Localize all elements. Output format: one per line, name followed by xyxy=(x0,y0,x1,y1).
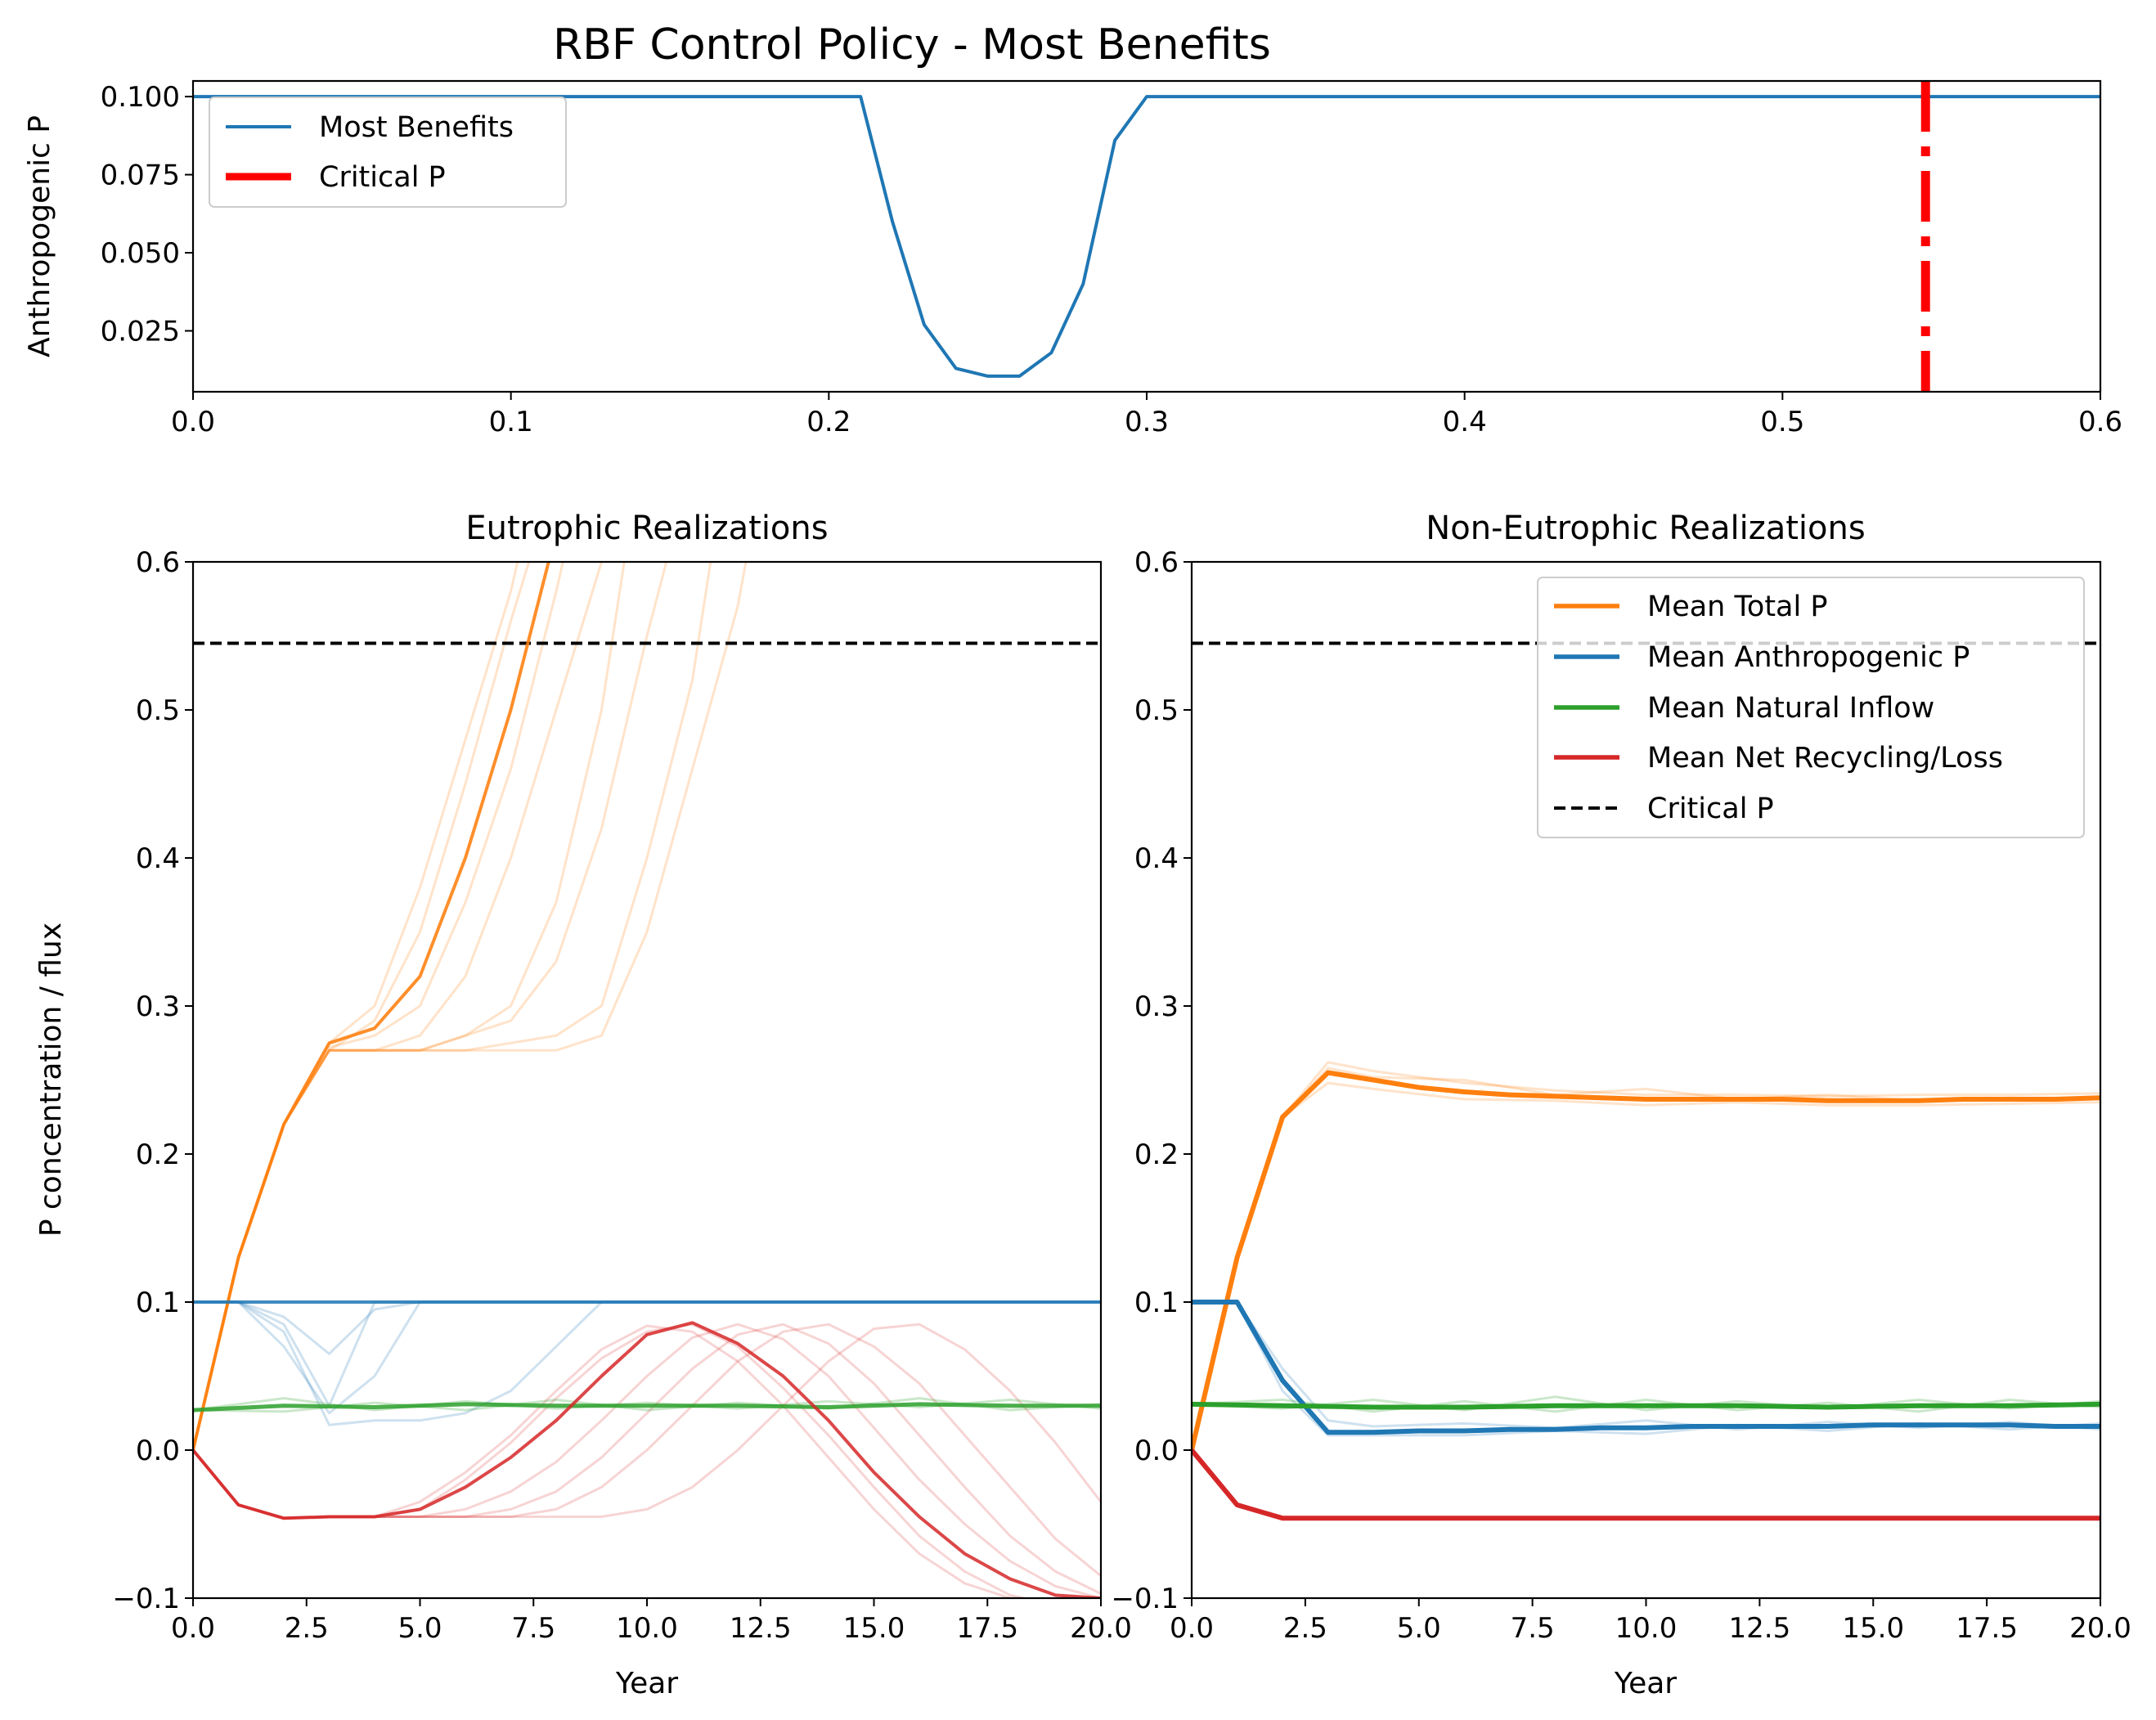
eutrophic-xtick-label: 0.0 xyxy=(171,1612,215,1645)
non-eutrophic-xlabel: Year xyxy=(1614,1667,1677,1700)
policy-ytick-label: 0.050 xyxy=(101,237,180,270)
non-eutrophic-xtick-label: 20.0 xyxy=(2069,1612,2131,1645)
eutrophic-mean-natural-inflow xyxy=(193,1402,1101,1412)
policy-legend-box xyxy=(209,97,567,208)
non-eutrophic-mean-net-recycling-loss xyxy=(1192,1448,2100,1521)
eutrophic-axis-ticks: 0.0 2.5 5.0 7.5 10.0 12.5 15.0 17.5 20.0−0.10.00… xyxy=(112,546,1131,1645)
policy-legend-most-benefits-label: Most Benefits xyxy=(319,111,514,144)
non-eutrophic-xtick-label: 17.5 xyxy=(1956,1612,2018,1645)
policy-xtick-label: 0.0 xyxy=(171,406,215,438)
policy-xtick-label: 0.6 xyxy=(2078,406,2122,438)
policy-xtick-label: 0.2 xyxy=(806,406,851,438)
eutrophic-ytick-label: 0.4 xyxy=(136,842,180,875)
non-eutrophic-axes-frame xyxy=(1190,560,2102,1600)
eutrophic-panel: 0.0 2.5 5.0 7.5 10.0 12.5 15.0 17.5 20.0−0.10.00… xyxy=(34,510,1132,1700)
non-eutrophic-lines xyxy=(1192,641,2100,1521)
policy-ytick-label: 0.025 xyxy=(101,316,180,348)
policy-lines xyxy=(193,81,2100,392)
eutrophic-ytick-label: 0.1 xyxy=(136,1287,180,1319)
legend-mean-natural-inflow-label: Mean Natural Inflow xyxy=(1647,692,1934,725)
eutrophic-title: Eutrophic Realizations xyxy=(465,510,828,547)
policy-axes-frame xyxy=(191,79,2102,393)
policy-ytick-label: 0.075 xyxy=(101,159,180,192)
policy-legend: Most Benefits Critical P xyxy=(209,97,567,208)
eutrophic-xlabel: Year xyxy=(615,1667,678,1700)
eutrophic-xtick-label: 12.5 xyxy=(730,1612,792,1645)
eutrophic-ytick-label: 0.6 xyxy=(136,546,180,579)
eutrophic-ylabel: P concentration / flux xyxy=(34,923,68,1237)
non-eutrophic-mean-total-p xyxy=(1192,1070,2100,1451)
figure-suptitle: RBF Control Policy - Most Benefits xyxy=(553,20,1271,70)
policy-xtick-label: 0.5 xyxy=(1760,406,1804,438)
legend-mean-total-p-label: Mean Total P xyxy=(1647,591,1827,623)
eutrophic-ytick-label: 0.2 xyxy=(136,1138,180,1171)
eutrophic-ytick-label: 0.0 xyxy=(136,1435,180,1467)
policy-ylabel: Anthropogenic P xyxy=(23,115,56,357)
non-eutrophic-xtick-label: 10.0 xyxy=(1615,1612,1678,1645)
policy-xtick-label: 0.4 xyxy=(1443,406,1487,438)
non-eutrophic-ytick-label: 0.4 xyxy=(1134,842,1179,875)
eutrophic-xtick-label: 2.5 xyxy=(285,1612,329,1645)
eutrophic-axes-frame xyxy=(191,560,1103,1600)
eutrophic-xtick-label: 15.0 xyxy=(843,1612,905,1645)
non-eutrophic-ytick-label: 0.6 xyxy=(1134,546,1179,579)
non-eutrophic-axis-ticks: 0.0 2.5 5.0 7.5 10.0 12.5 15.0 17.5 20.0−0.10.00… xyxy=(1111,546,2131,1645)
eutrophic-xtick-label: 10.0 xyxy=(616,1612,678,1645)
eutrophic-xtick-label: 17.5 xyxy=(956,1612,1018,1645)
non-eutrophic-legend-box xyxy=(1537,577,2085,838)
non-eutrophic-ytick-label: −0.1 xyxy=(1111,1583,1179,1615)
eutrophic-xtick-label: 5.0 xyxy=(398,1612,442,1645)
eutrophic-mean-total-p xyxy=(193,562,550,1451)
policy-legend-critical-p-label: Critical P xyxy=(319,161,446,194)
eutrophic-lines xyxy=(193,562,1101,1598)
eutrophic-xtick-label: 7.5 xyxy=(511,1612,555,1645)
policy-axis-ticks: 0.0 0.1 0.2 0.3 0.4 0.5 0.6 0.025 0.050 0.075 0.10… xyxy=(101,81,2122,438)
non-eutrophic-xtick-label: 2.5 xyxy=(1283,1612,1327,1645)
policy-series-most-benefits xyxy=(193,95,2100,378)
eutrophic-mean-net-recycling-loss xyxy=(193,1321,1101,1598)
non-eutrophic-xtick-label: 7.5 xyxy=(1511,1612,1555,1645)
non-eutrophic-ytick-label: 0.3 xyxy=(1134,990,1179,1023)
non-eutrophic-xtick-label: 5.0 xyxy=(1397,1612,1441,1645)
non-eutrophic-realization-natural-inflow xyxy=(1192,1395,2100,1412)
policy-xtick-label: 0.3 xyxy=(1125,406,1169,438)
policy-ytick-label: 0.100 xyxy=(101,81,180,114)
non-eutrophic-ytick-label: 0.2 xyxy=(1134,1138,1179,1171)
non-eutrophic-title: Non-Eutrophic Realizations xyxy=(1426,510,1865,547)
eutrophic-ytick-label: −0.1 xyxy=(112,1583,180,1615)
non-eutrophic-ytick-label: 0.5 xyxy=(1134,694,1179,727)
non-eutrophic-ytick-label: 0.0 xyxy=(1134,1435,1179,1467)
eutrophic-realization-anthropogenic-p xyxy=(193,1300,1101,1426)
non-eutrophic-ytick-label: 0.1 xyxy=(1134,1287,1179,1319)
eutrophic-ytick-label: 0.5 xyxy=(136,694,180,727)
non-eutrophic-panel: 0.0 2.5 5.0 7.5 10.0 12.5 15.0 17.5 20.0−0.10.00… xyxy=(1111,510,2131,1700)
non-eutrophic-xtick-label: 12.5 xyxy=(1729,1612,1791,1645)
policy-xtick-label: 0.1 xyxy=(489,406,533,438)
non-eutrophic-legend: Mean Total P Mean Anthropogenic P Mean N… xyxy=(1537,577,2085,838)
non-eutrophic-xtick-label: 0.0 xyxy=(1170,1612,1214,1645)
non-eutrophic-xtick-label: 15.0 xyxy=(1842,1612,1904,1645)
eutrophic-ytick-label: 0.3 xyxy=(136,990,180,1023)
legend-mean-net-recycling-label: Mean Net Recycling/Loss xyxy=(1647,742,2003,775)
legend-mean-anthropogenic-p-label: Mean Anthropogenic P xyxy=(1647,641,1970,674)
non-eutrophic-mean-natural-inflow xyxy=(1192,1401,2100,1410)
legend-critical-p-label: Critical P xyxy=(1647,793,1774,825)
eutrophic-xtick-label: 20.0 xyxy=(1070,1612,1132,1645)
policy-panel: 0.0 0.1 0.2 0.3 0.4 0.5 0.6 0.025 0.050 0.075 0.10… xyxy=(23,79,2122,438)
non-eutrophic-mean-anthropogenic-p xyxy=(1192,1300,2100,1435)
